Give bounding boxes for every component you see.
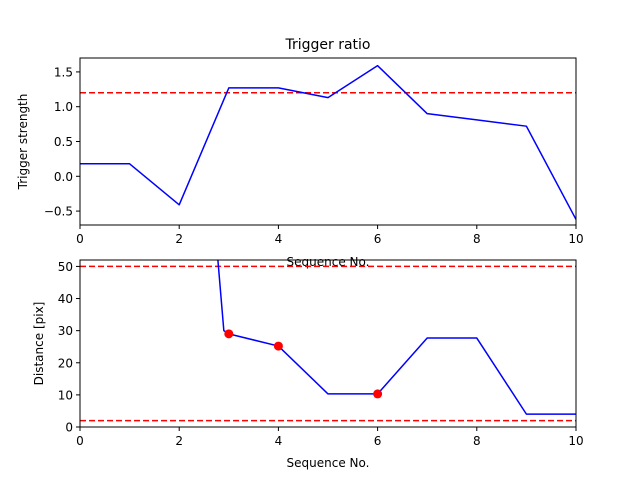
bottom-y-tick-label-1: 10 <box>58 388 73 402</box>
top-plot-area <box>80 64 576 220</box>
top-axes-frame <box>79 57 577 226</box>
bottom-x-tick-label-5: 10 <box>568 434 583 448</box>
top-x-axis-label: Sequence No. <box>287 255 370 269</box>
top-chart: Trigger ratio Sequence No. Trigger stren… <box>16 37 584 269</box>
bottom-ticks: 0 2 4 6 8 10 0 10 20 30 40 50 <box>58 260 584 448</box>
top-y-tick-label-3: 1.0 <box>54 100 73 114</box>
bottom-y-axis-label: Distance [pix] <box>32 302 46 386</box>
top-y-tick-label-1: 0.0 <box>54 170 73 184</box>
top-y-tick-label-2: 0.5 <box>54 135 73 149</box>
top-series-line-0 <box>80 64 576 220</box>
bottom-y-tick-label-4: 40 <box>58 292 73 306</box>
top-y-axis-label: Trigger strength <box>16 94 30 191</box>
top-y-tick-label-4: 1.5 <box>54 65 73 79</box>
bottom-axes-frame <box>79 259 577 428</box>
bottom-y-tick-label-0: 0 <box>65 421 73 435</box>
bottom-chart: Sequence No. Distance [pix] 0 2 4 6 8 10 0 10 20… <box>32 259 584 470</box>
top-x-tick-label-2: 4 <box>275 232 283 246</box>
top-ticks: 0 2 4 6 8 10 −0.5 0.0 0.5 1.0 1.5 <box>44 65 584 246</box>
bottom-x-tick-label-3: 6 <box>374 434 382 448</box>
top-chart-title: Trigger ratio <box>284 37 370 53</box>
bottom-marker-2 <box>373 389 383 399</box>
bottom-x-tick-label-0: 0 <box>76 434 84 448</box>
bottom-x-tick-label-2: 4 <box>275 434 283 448</box>
top-x-tick-label-1: 2 <box>175 232 183 246</box>
bottom-x-axis-label: Sequence No. <box>287 456 370 470</box>
top-x-tick-label-3: 6 <box>374 232 382 246</box>
bottom-marker-1 <box>273 341 283 351</box>
top-x-tick-label-0: 0 <box>76 232 84 246</box>
bottom-y-tick-label-3: 30 <box>58 324 73 338</box>
bottom-plot-area <box>80 260 576 422</box>
top-x-tick-label-5: 10 <box>568 232 583 246</box>
top-y-tick-label-0: −0.5 <box>44 205 73 219</box>
top-x-tick-label-4: 8 <box>473 232 481 246</box>
bottom-x-tick-label-1: 2 <box>175 434 183 448</box>
bottom-x-tick-label-4: 8 <box>473 434 481 448</box>
bottom-marker-0 <box>224 329 234 339</box>
bottom-y-tick-label-5: 50 <box>58 260 73 274</box>
bottom-series-line-0 <box>217 260 576 415</box>
bottom-y-tick-label-2: 20 <box>58 356 73 370</box>
